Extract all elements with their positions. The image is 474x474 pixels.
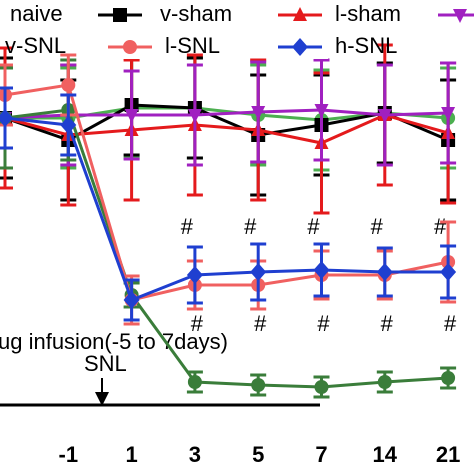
x-tick-label: 3: [189, 442, 201, 467]
marker: [113, 8, 127, 22]
hash-mark: #: [317, 311, 330, 336]
hash-mark: #: [244, 214, 257, 239]
marker: [60, 116, 77, 134]
hash-mark: #: [444, 311, 457, 336]
legend-label: l-sham: [335, 1, 401, 26]
marker: [377, 109, 392, 123]
marker: [0, 109, 13, 127]
hash-mark: #: [254, 311, 267, 336]
marker: [186, 266, 203, 284]
marker: [376, 263, 393, 281]
marker: [251, 106, 266, 120]
x-tick-label: -1: [59, 442, 79, 467]
snl-label: SNL: [84, 351, 127, 376]
marker: [123, 40, 137, 54]
marker: [377, 375, 392, 389]
x-tick-label: 1: [125, 442, 137, 467]
hash-mark: #: [191, 311, 204, 336]
marker: [313, 261, 330, 279]
marker: [124, 109, 139, 123]
marker: [292, 38, 308, 56]
series-line: [4, 113, 449, 145]
marker: [441, 107, 456, 121]
x-tick-label: 21: [436, 442, 460, 467]
marker: [453, 9, 467, 23]
marker: [123, 291, 140, 309]
marker: [314, 104, 329, 118]
hash-mark: #: [371, 214, 384, 239]
series-line: [4, 108, 449, 120]
legend-label: v-SNL: [5, 33, 66, 58]
marker: [250, 263, 267, 281]
legend-label: v-sham: [160, 1, 232, 26]
series-line: [4, 83, 449, 302]
hash-mark: #: [434, 214, 447, 239]
x-tick-label: 14: [373, 442, 398, 467]
arrow-head: [95, 392, 109, 406]
marker: [187, 375, 202, 389]
legend-label: l-SNL: [165, 33, 220, 58]
marker: [441, 371, 456, 385]
series-line: [4, 116, 449, 302]
infusion-label: ug infusion(-5 to 7days): [0, 329, 228, 354]
x-tick-label: 5: [252, 442, 264, 467]
marker: [314, 380, 329, 394]
hash-mark: #: [307, 214, 320, 239]
marker: [293, 7, 307, 21]
marker: [251, 378, 266, 392]
x-tick-label: 7: [315, 442, 327, 467]
marker: [440, 263, 457, 281]
legend-label: h-SNL: [335, 33, 397, 58]
marker: [187, 109, 202, 123]
hash-mark: #: [181, 214, 194, 239]
marker: [61, 78, 76, 92]
legend-label: naive: [10, 1, 63, 26]
hash-mark: #: [381, 311, 394, 336]
series-line: [4, 108, 449, 389]
